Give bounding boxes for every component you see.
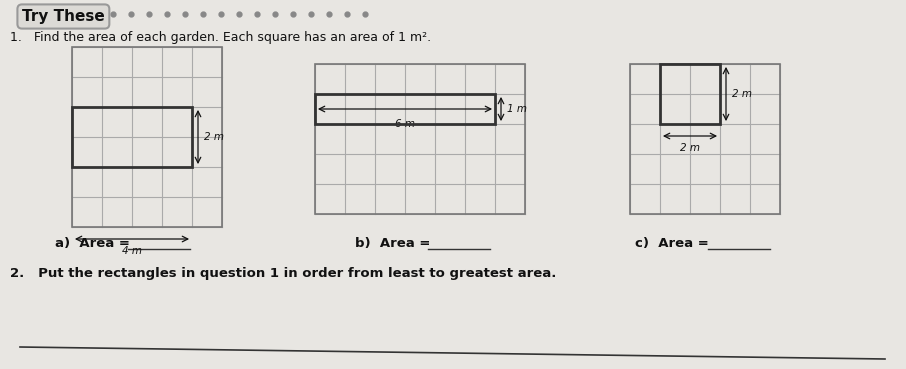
Bar — [315, 64, 525, 214]
Text: Try These: Try These — [22, 9, 105, 24]
Text: 4 m: 4 m — [122, 246, 142, 256]
Bar — [660, 64, 720, 124]
Text: a)  Area =: a) Area = — [55, 237, 134, 250]
Bar — [630, 64, 780, 214]
Text: c)  Area =: c) Area = — [635, 237, 713, 250]
Text: 2.   Put the rectangles in question 1 in order from least to greatest area.: 2. Put the rectangles in question 1 in o… — [10, 267, 556, 280]
Text: b)  Area =: b) Area = — [355, 237, 435, 250]
Bar — [72, 107, 192, 167]
Text: 1.   Find the area of each garden. Each square has an area of 1 m².: 1. Find the area of each garden. Each sq… — [10, 31, 431, 44]
Bar — [315, 94, 495, 124]
Text: 2 m: 2 m — [732, 89, 752, 99]
Text: 2 m: 2 m — [680, 143, 700, 153]
Text: 6 m: 6 m — [395, 119, 415, 129]
Bar — [72, 47, 222, 227]
Text: 1 m: 1 m — [507, 104, 527, 114]
Text: 2 m: 2 m — [204, 132, 224, 142]
